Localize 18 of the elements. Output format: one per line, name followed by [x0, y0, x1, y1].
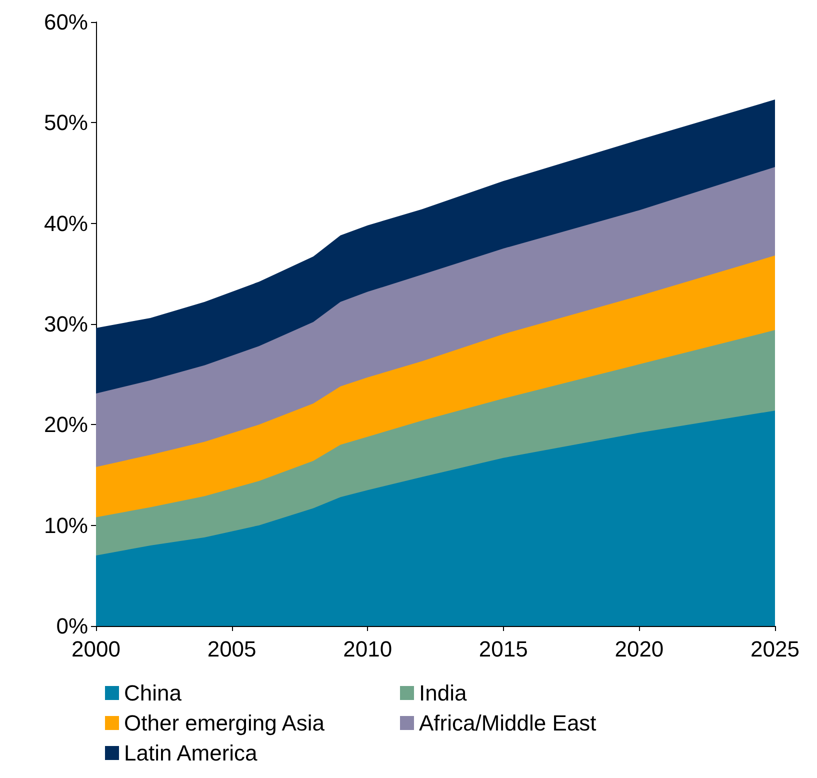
y-tick-label: 20%	[44, 412, 88, 438]
x-tick-label: 2025	[750, 636, 800, 662]
legend-label: India	[419, 680, 468, 706]
y-tick-label: 0%	[56, 614, 88, 638]
legend-label: Latin America	[124, 740, 258, 766]
y-tick-label: 40%	[44, 210, 88, 236]
x-tick-label: 2005	[207, 636, 256, 662]
y-tick-label: 60%	[44, 10, 88, 34]
x-tick-label: 2015	[478, 636, 528, 662]
x-tick-label: 2010	[343, 636, 392, 662]
legend-label: Other emerging Asia	[124, 710, 326, 736]
x-tick-label: 2000	[72, 636, 120, 662]
x-tick-label: 2020	[614, 636, 664, 662]
y-tick-label: 50%	[44, 110, 88, 136]
y-tick-label: 30%	[44, 312, 88, 336]
legend-label: China	[124, 680, 182, 706]
y-tick-label: 10%	[44, 512, 88, 538]
legend-label: Africa/Middle East	[419, 710, 596, 736]
